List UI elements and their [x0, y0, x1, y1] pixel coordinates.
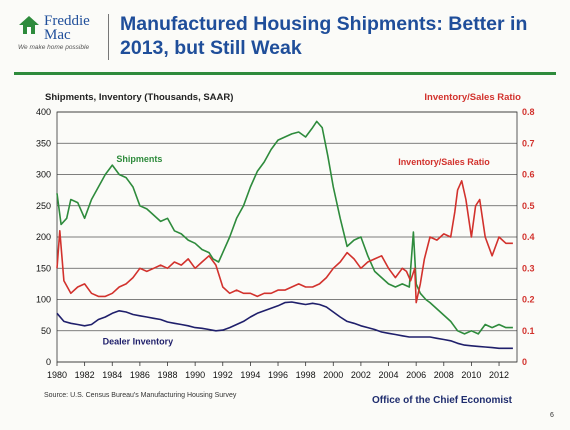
y2-tick-label: 0.2: [522, 295, 535, 305]
x-tick-label: 1980: [47, 370, 67, 380]
y2-tick-label: 0.3: [522, 263, 535, 273]
y-tick-label: 400: [36, 107, 51, 117]
header-rule: [14, 72, 556, 75]
x-tick-label: 1988: [157, 370, 177, 380]
y2-tick-label: 0.8: [522, 107, 535, 117]
x-tick-label: 2008: [434, 370, 454, 380]
x-tick-label: 2002: [351, 370, 371, 380]
x-tick-label: 1996: [268, 370, 288, 380]
logo-line2: Mac: [44, 27, 71, 43]
dealer-inventory-annotation: Dealer Inventory: [103, 337, 174, 347]
x-tick-label: 1986: [130, 370, 150, 380]
plot-frame: [56, 111, 518, 363]
source-note: Source: U.S. Census Bureau's Manufacturi…: [44, 392, 237, 399]
y-tick-label: 300: [36, 170, 51, 180]
x-tick-label: 1984: [102, 370, 122, 380]
x-tick-label: 1994: [240, 370, 260, 380]
page-title: Manufactured Housing Shipments: Better i…: [120, 13, 528, 59]
y-tick-label: 250: [36, 201, 51, 211]
inventory-sales-ratio-annotation: Inventory/Sales Ratio: [398, 157, 490, 167]
y2-tick-label: 0.6: [522, 170, 535, 180]
y-tick-label: 50: [41, 326, 51, 336]
y2-tick-label: 0.4: [522, 232, 535, 242]
y2-tick-label: 0.1: [522, 326, 535, 336]
x-tick-label: 2000: [323, 370, 343, 380]
y-tick-label: 200: [36, 232, 51, 242]
y2-tick-label: 0.5: [522, 201, 535, 211]
freddie-mac-logo: Freddie Mac We make home possible: [18, 14, 128, 64]
page-number: 6: [550, 412, 554, 419]
office-label: Office of the Chief Economist: [372, 395, 513, 406]
house-logo-icon: [19, 16, 39, 34]
logo-line1: Freddie: [44, 13, 90, 29]
y-axis-title: Shipments, Inventory (Thousands, SAAR): [45, 92, 233, 103]
x-tick-label: 1990: [185, 370, 205, 380]
x-tick-label: 2004: [379, 370, 399, 380]
x-tick-label: 2012: [489, 370, 509, 380]
y-tick-label: 0: [46, 357, 51, 367]
logo-wordmark: Freddie Mac: [44, 13, 90, 43]
x-tick-label: 2006: [406, 370, 426, 380]
x-tick-label: 2010: [461, 370, 481, 380]
y2-tick-label: 0.7: [522, 138, 535, 148]
x-tick-label: 1992: [213, 370, 233, 380]
y2-tick-label: 0: [522, 357, 527, 367]
shipments-line: [56, 120, 513, 335]
x-tick-label: 1998: [296, 370, 316, 380]
y-tick-label: 350: [36, 138, 51, 148]
y2-axis-title: Inventory/Sales Ratio: [424, 92, 521, 103]
header-divider-vertical: [108, 14, 109, 60]
y-tick-label: 100: [36, 295, 51, 305]
shipments-annotation: Shipments: [116, 154, 162, 164]
y-tick-label: 150: [36, 263, 51, 273]
dealer-inventory-line: [56, 301, 513, 350]
logo-tagline: We make home possible: [18, 44, 90, 51]
x-tick-label: 1982: [75, 370, 95, 380]
inventory-sales-ratio-line: [56, 180, 513, 304]
